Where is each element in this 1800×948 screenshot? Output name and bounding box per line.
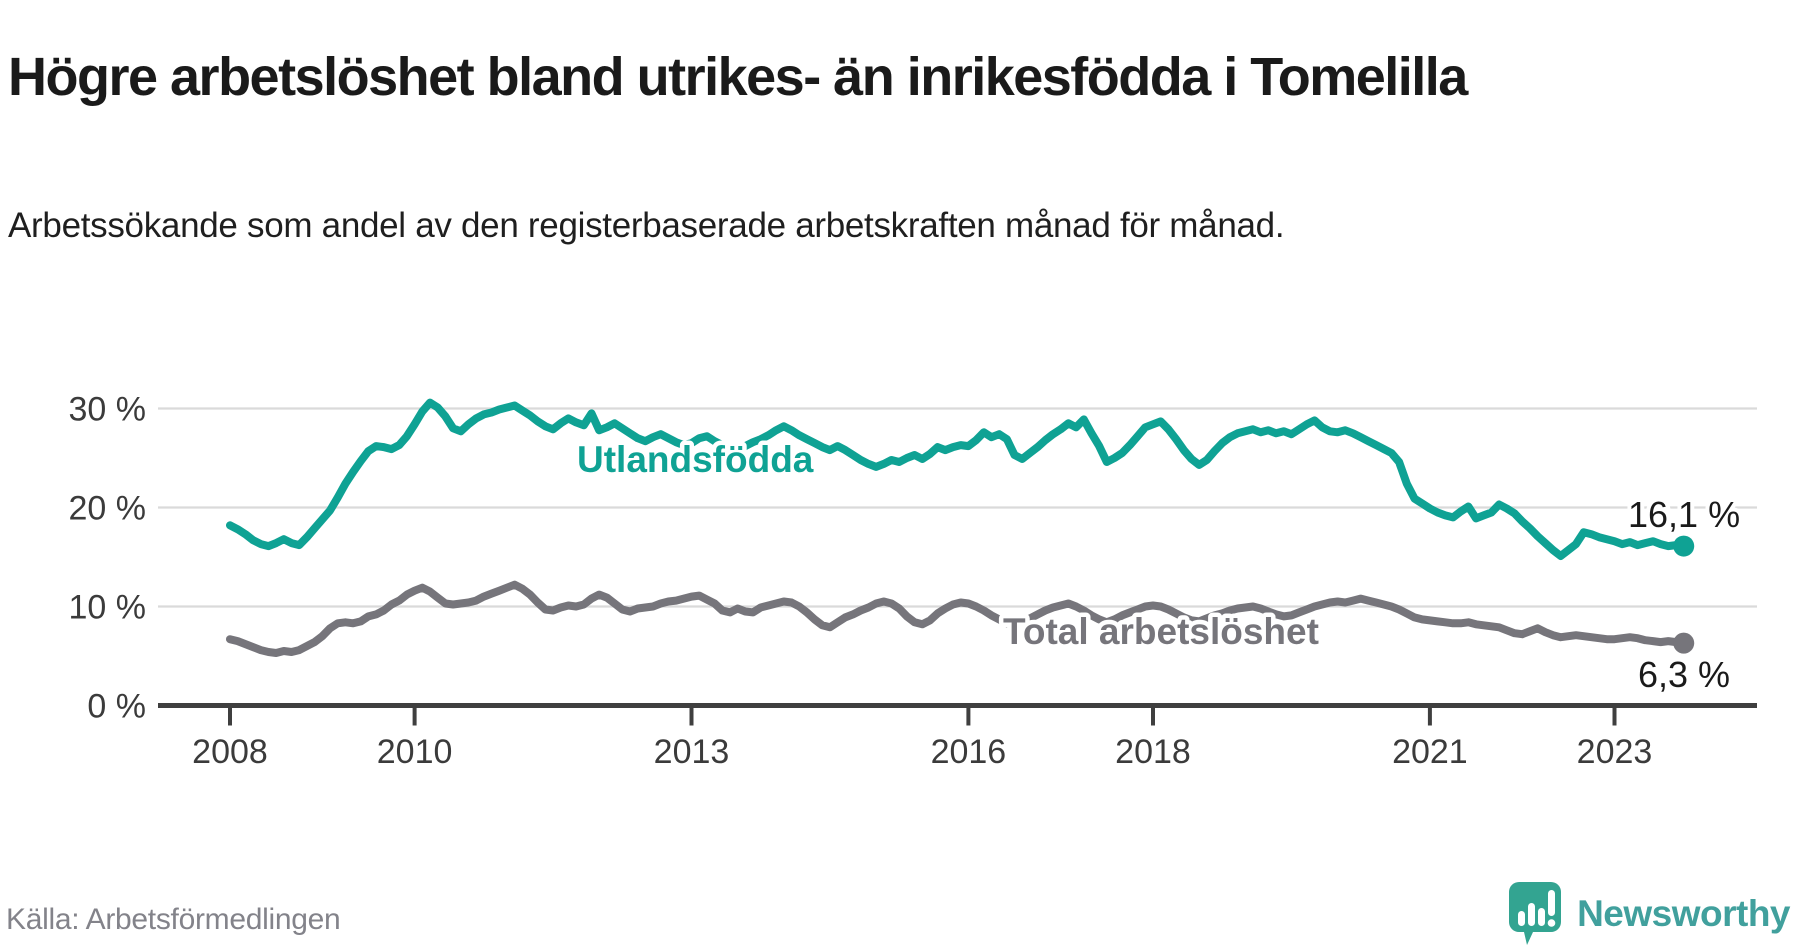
- series-label: Utlandsfödda: [577, 439, 814, 480]
- page-title: Högre arbetslöshet bland utrikes- än inr…: [8, 47, 1468, 108]
- chart-subtitle: Arbetssökande som andel av den registerb…: [8, 206, 1285, 245]
- newsworthy-logo-icon: [1509, 882, 1562, 945]
- y-axis-tick-label: 30 %: [69, 391, 147, 429]
- x-axis-tick-label: 2016: [931, 733, 1007, 771]
- y-axis-tick-label: 20 %: [69, 490, 147, 528]
- x-axis-tick-label: 2010: [377, 733, 453, 771]
- series-line-utlandsfodda: [226, 398, 1688, 560]
- x-axis-tick-label: 2021: [1392, 733, 1468, 771]
- brand-name: Newsworthy: [1577, 893, 1790, 934]
- series-label: Total arbetslöshet: [1003, 611, 1319, 652]
- x-axis-tick-label: 2023: [1577, 733, 1653, 771]
- y-axis-tick-label: 10 %: [69, 589, 147, 627]
- x-axis-tick-label: 2018: [1115, 733, 1191, 771]
- x-axis-tick-label: 2013: [654, 733, 730, 771]
- y-axis-tick-label: 0 %: [87, 688, 146, 726]
- source-note: Källa: Arbetsförmedlingen: [6, 903, 341, 936]
- newsworthy-brand: Newsworthy: [1507, 880, 1790, 948]
- x-axis-tick-label: 2008: [192, 733, 268, 771]
- series-end-value-label: 6,3 %: [1638, 654, 1730, 695]
- series-end-value-label: 16,1 %: [1628, 494, 1740, 535]
- series-end-dot: [1673, 535, 1695, 557]
- series-end-dot: [1673, 632, 1695, 654]
- series-line-total: [226, 580, 1688, 657]
